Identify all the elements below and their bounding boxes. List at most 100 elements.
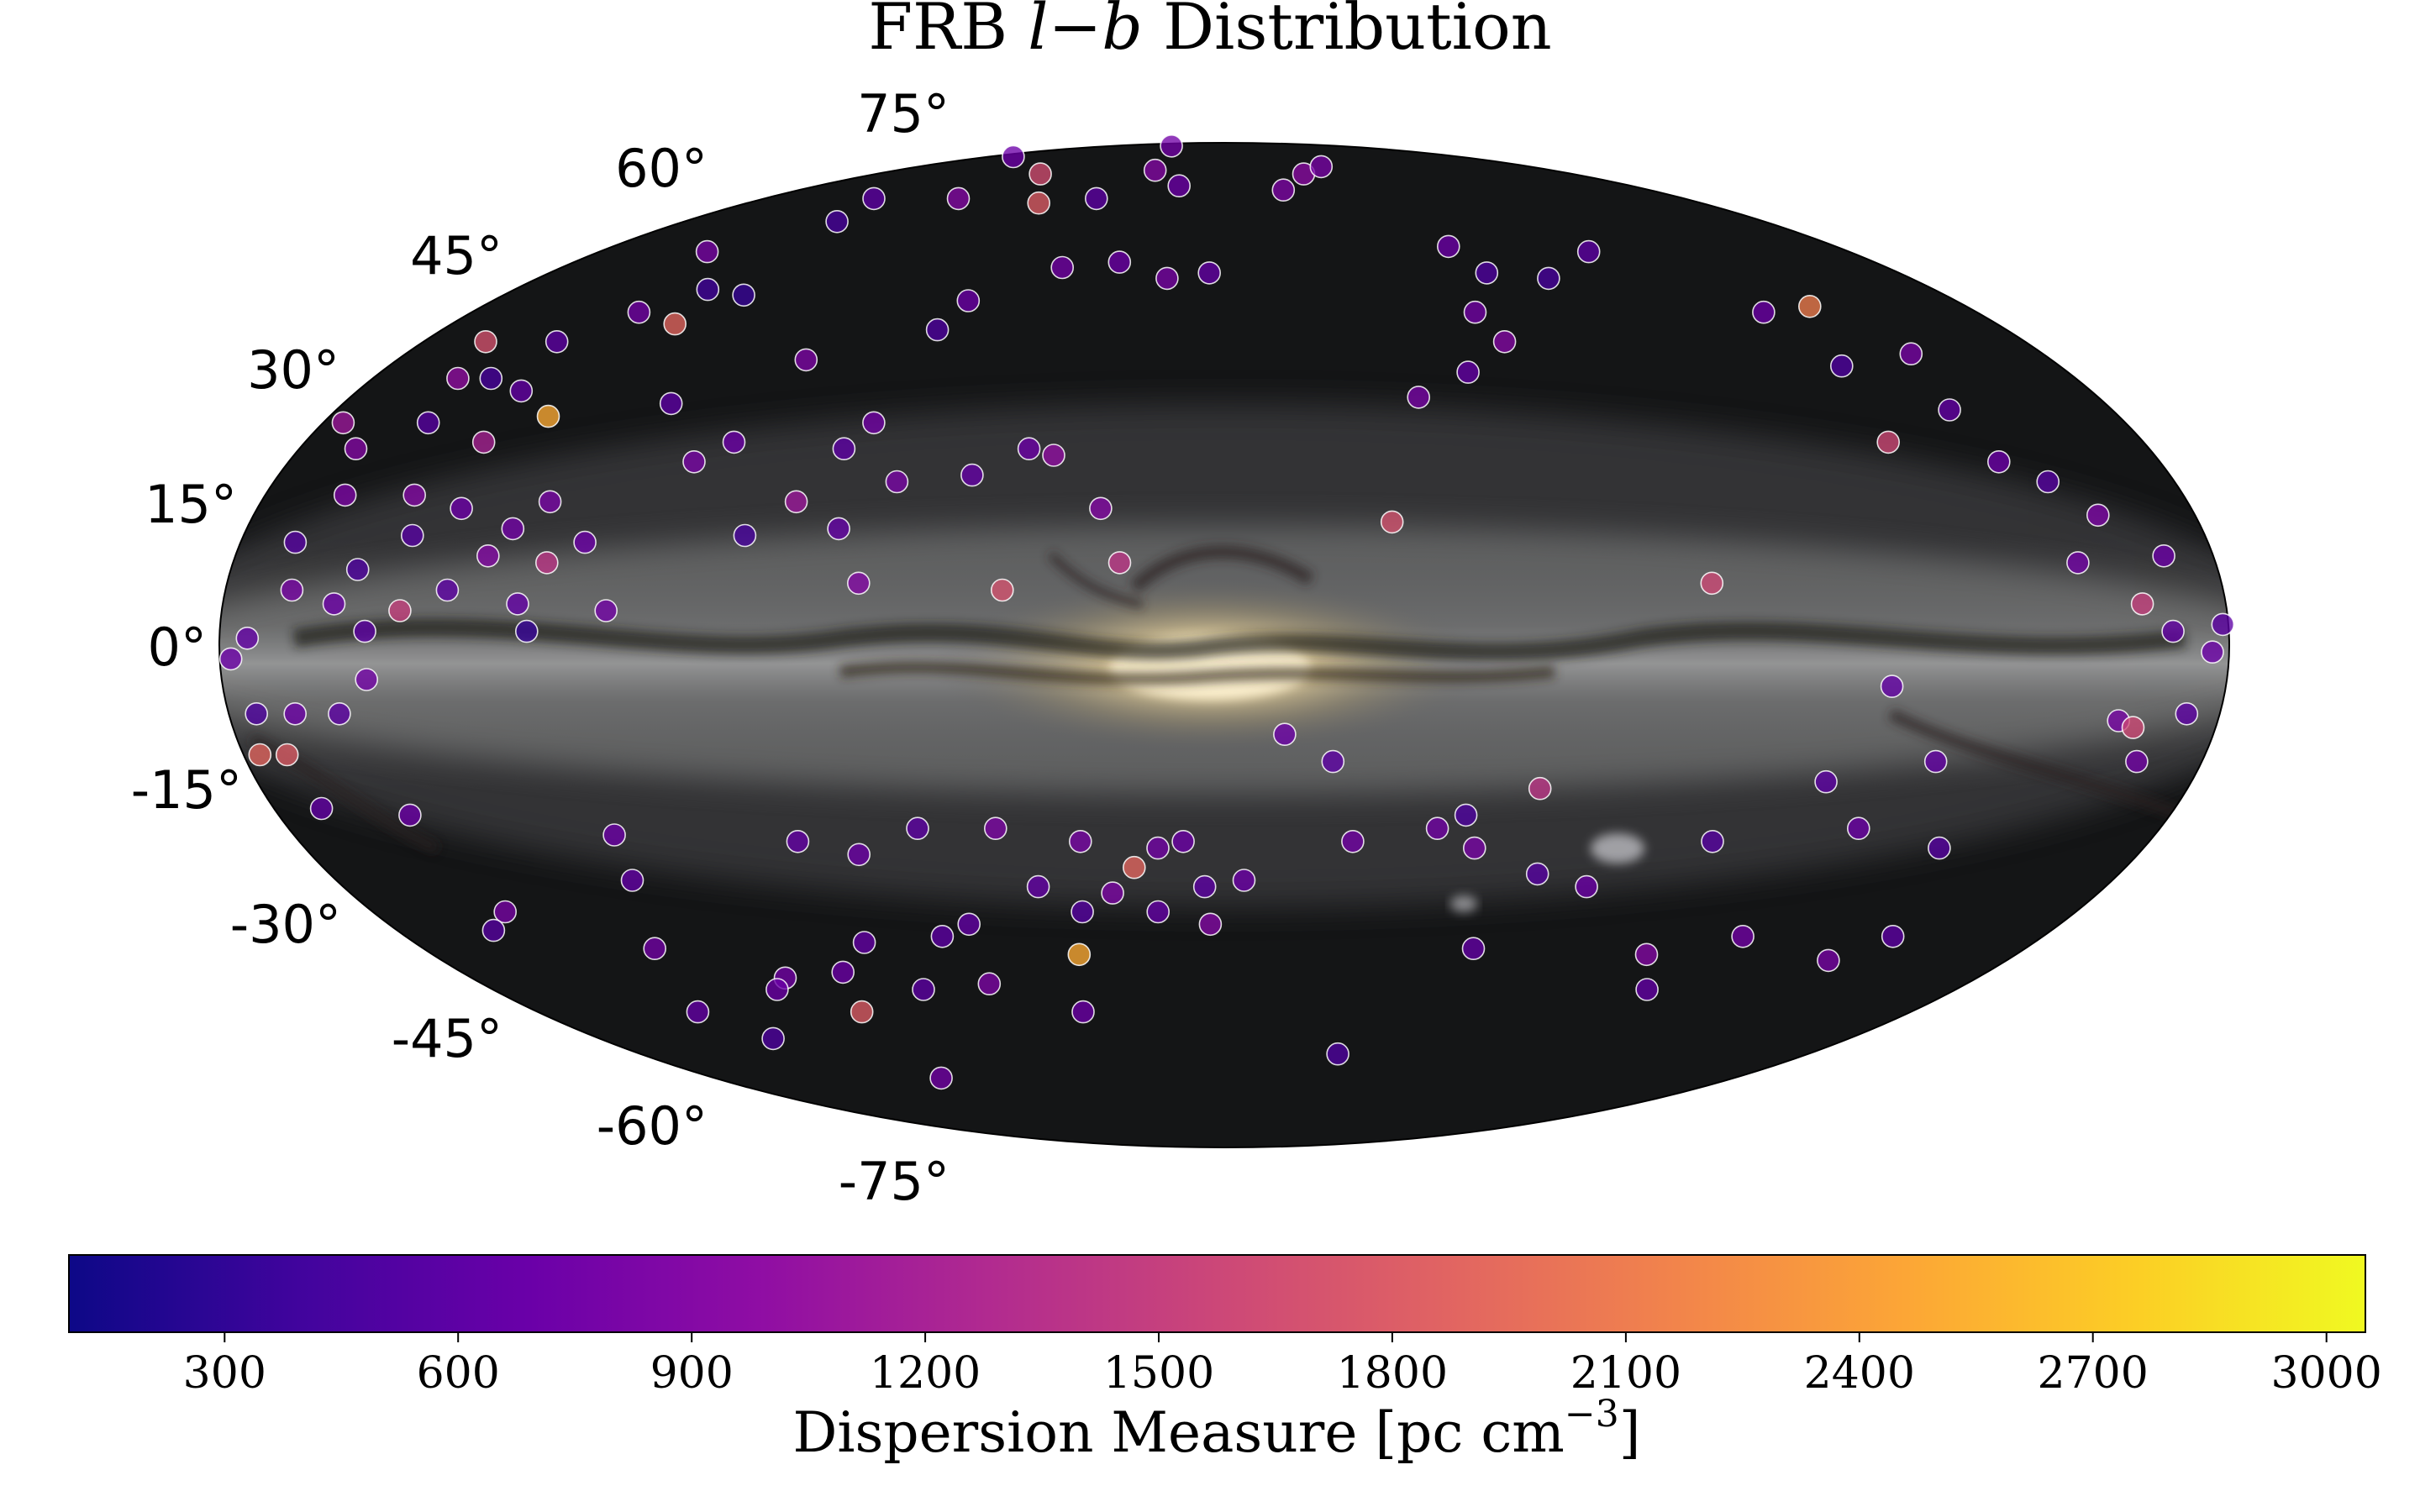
frb-point	[1071, 1000, 1095, 1024]
frb-point	[1155, 266, 1179, 291]
frb-point	[501, 517, 525, 541]
lat-label-15: 15°	[145, 474, 237, 535]
frb-point	[471, 430, 496, 454]
frb-point	[1192, 874, 1217, 899]
frb-point	[1876, 430, 1900, 454]
frb-point	[1576, 239, 1601, 264]
frb-point	[1089, 496, 1113, 521]
frb-point	[977, 972, 1002, 995]
frb-point	[1700, 571, 1724, 596]
frb-point	[2161, 619, 2185, 643]
frb-point	[353, 619, 376, 643]
frb-point	[912, 978, 935, 1001]
frb-point	[1160, 134, 1183, 158]
frb-point	[956, 289, 981, 312]
frb-point	[1463, 300, 1487, 324]
frb-point	[1271, 178, 1296, 202]
frb-point	[784, 490, 808, 514]
frb-point	[235, 626, 260, 650]
large-magellanic-cloud	[1591, 833, 1644, 864]
frb-point	[696, 277, 720, 302]
colorbar-tick-label: 900	[650, 1348, 734, 1399]
frb-point	[2066, 551, 2090, 575]
lat-label-minus-60: -60°	[597, 1095, 708, 1157]
frb-point	[506, 592, 529, 616]
frb-point	[1987, 449, 2011, 474]
frb-point	[1830, 354, 1854, 378]
frb-point	[573, 530, 597, 554]
frb-point	[602, 823, 626, 847]
frb-point	[930, 925, 955, 948]
frb-point	[850, 1000, 874, 1024]
frb-point	[1463, 836, 1486, 860]
frb-point	[476, 543, 500, 568]
colorbar-gradient	[68, 1254, 2366, 1333]
frb-point	[786, 829, 810, 853]
frb-point	[1575, 874, 1598, 899]
frb-point	[1085, 186, 1108, 211]
frb-point	[1634, 942, 1659, 967]
frb-point	[862, 186, 886, 211]
frb-point	[345, 558, 370, 581]
frb-point	[355, 668, 379, 691]
frb-point	[2152, 543, 2175, 568]
frb-point	[1002, 144, 1025, 169]
frb-point	[765, 978, 789, 1001]
frb-point	[435, 578, 460, 602]
frb-point	[1928, 836, 1951, 860]
frb-point	[659, 391, 683, 416]
colorbar-tick-label: 2400	[1804, 1348, 1915, 1399]
frb-point	[594, 599, 618, 622]
frb-point	[1537, 266, 1560, 291]
frb-point	[722, 430, 746, 454]
frb-point	[984, 816, 1007, 841]
frb-point	[328, 701, 351, 726]
chart-title: FRB l−b Distribution	[868, 0, 1551, 64]
frb-point	[2201, 640, 2224, 664]
frb-point	[283, 530, 308, 554]
frb-point	[1380, 510, 1404, 534]
frb-point	[388, 599, 412, 622]
frb-point	[627, 300, 651, 324]
frb-point	[416, 411, 440, 435]
colorbar-tick-label: 600	[417, 1348, 500, 1399]
frb-point	[1232, 869, 1256, 892]
frb-point	[2130, 592, 2154, 616]
frb-point	[906, 816, 929, 841]
frb-point	[620, 869, 644, 892]
colorbar: 300 600 900 1200 1500 1800 2100 2400 2700 3000 Di…	[68, 1254, 2382, 1465]
frb-point	[929, 1066, 953, 1090]
frb-point	[245, 701, 269, 726]
colorbar-tick-label: 2100	[1570, 1348, 1681, 1399]
frb-point	[1167, 174, 1191, 197]
frb-point	[1273, 722, 1297, 747]
frb-point	[682, 449, 706, 474]
frb-point	[1028, 162, 1052, 186]
frb-point	[1069, 829, 1092, 853]
frb-point	[534, 551, 559, 575]
lat-label-60: 60°	[615, 138, 708, 199]
frb-point	[1880, 675, 1904, 698]
colorbar-tick-label: 1200	[870, 1348, 981, 1399]
milky-way-image	[219, 403, 2229, 912]
frb-point	[831, 960, 855, 984]
frb-point	[2086, 503, 2110, 528]
frb-point	[885, 470, 909, 494]
frb-point	[1101, 881, 1124, 905]
frb-point	[479, 366, 503, 391]
frb-point	[1042, 444, 1065, 467]
latitude-labels: 75° 60° 45° 30° 15° 0° -15° -30° -45° -6…	[131, 83, 950, 1212]
frb-point	[280, 578, 304, 602]
frb-point	[2125, 749, 2149, 774]
frb-point	[1171, 829, 1195, 853]
frb-point	[331, 411, 355, 435]
frb-point	[1341, 829, 1365, 853]
frb-point	[643, 937, 667, 960]
frb-point	[544, 329, 569, 354]
frb-point	[825, 209, 849, 234]
frb-point	[846, 571, 871, 596]
frb-point	[493, 900, 518, 924]
frb-points	[218, 134, 2235, 1090]
colorbar-tick-label: 1800	[1337, 1348, 1448, 1399]
